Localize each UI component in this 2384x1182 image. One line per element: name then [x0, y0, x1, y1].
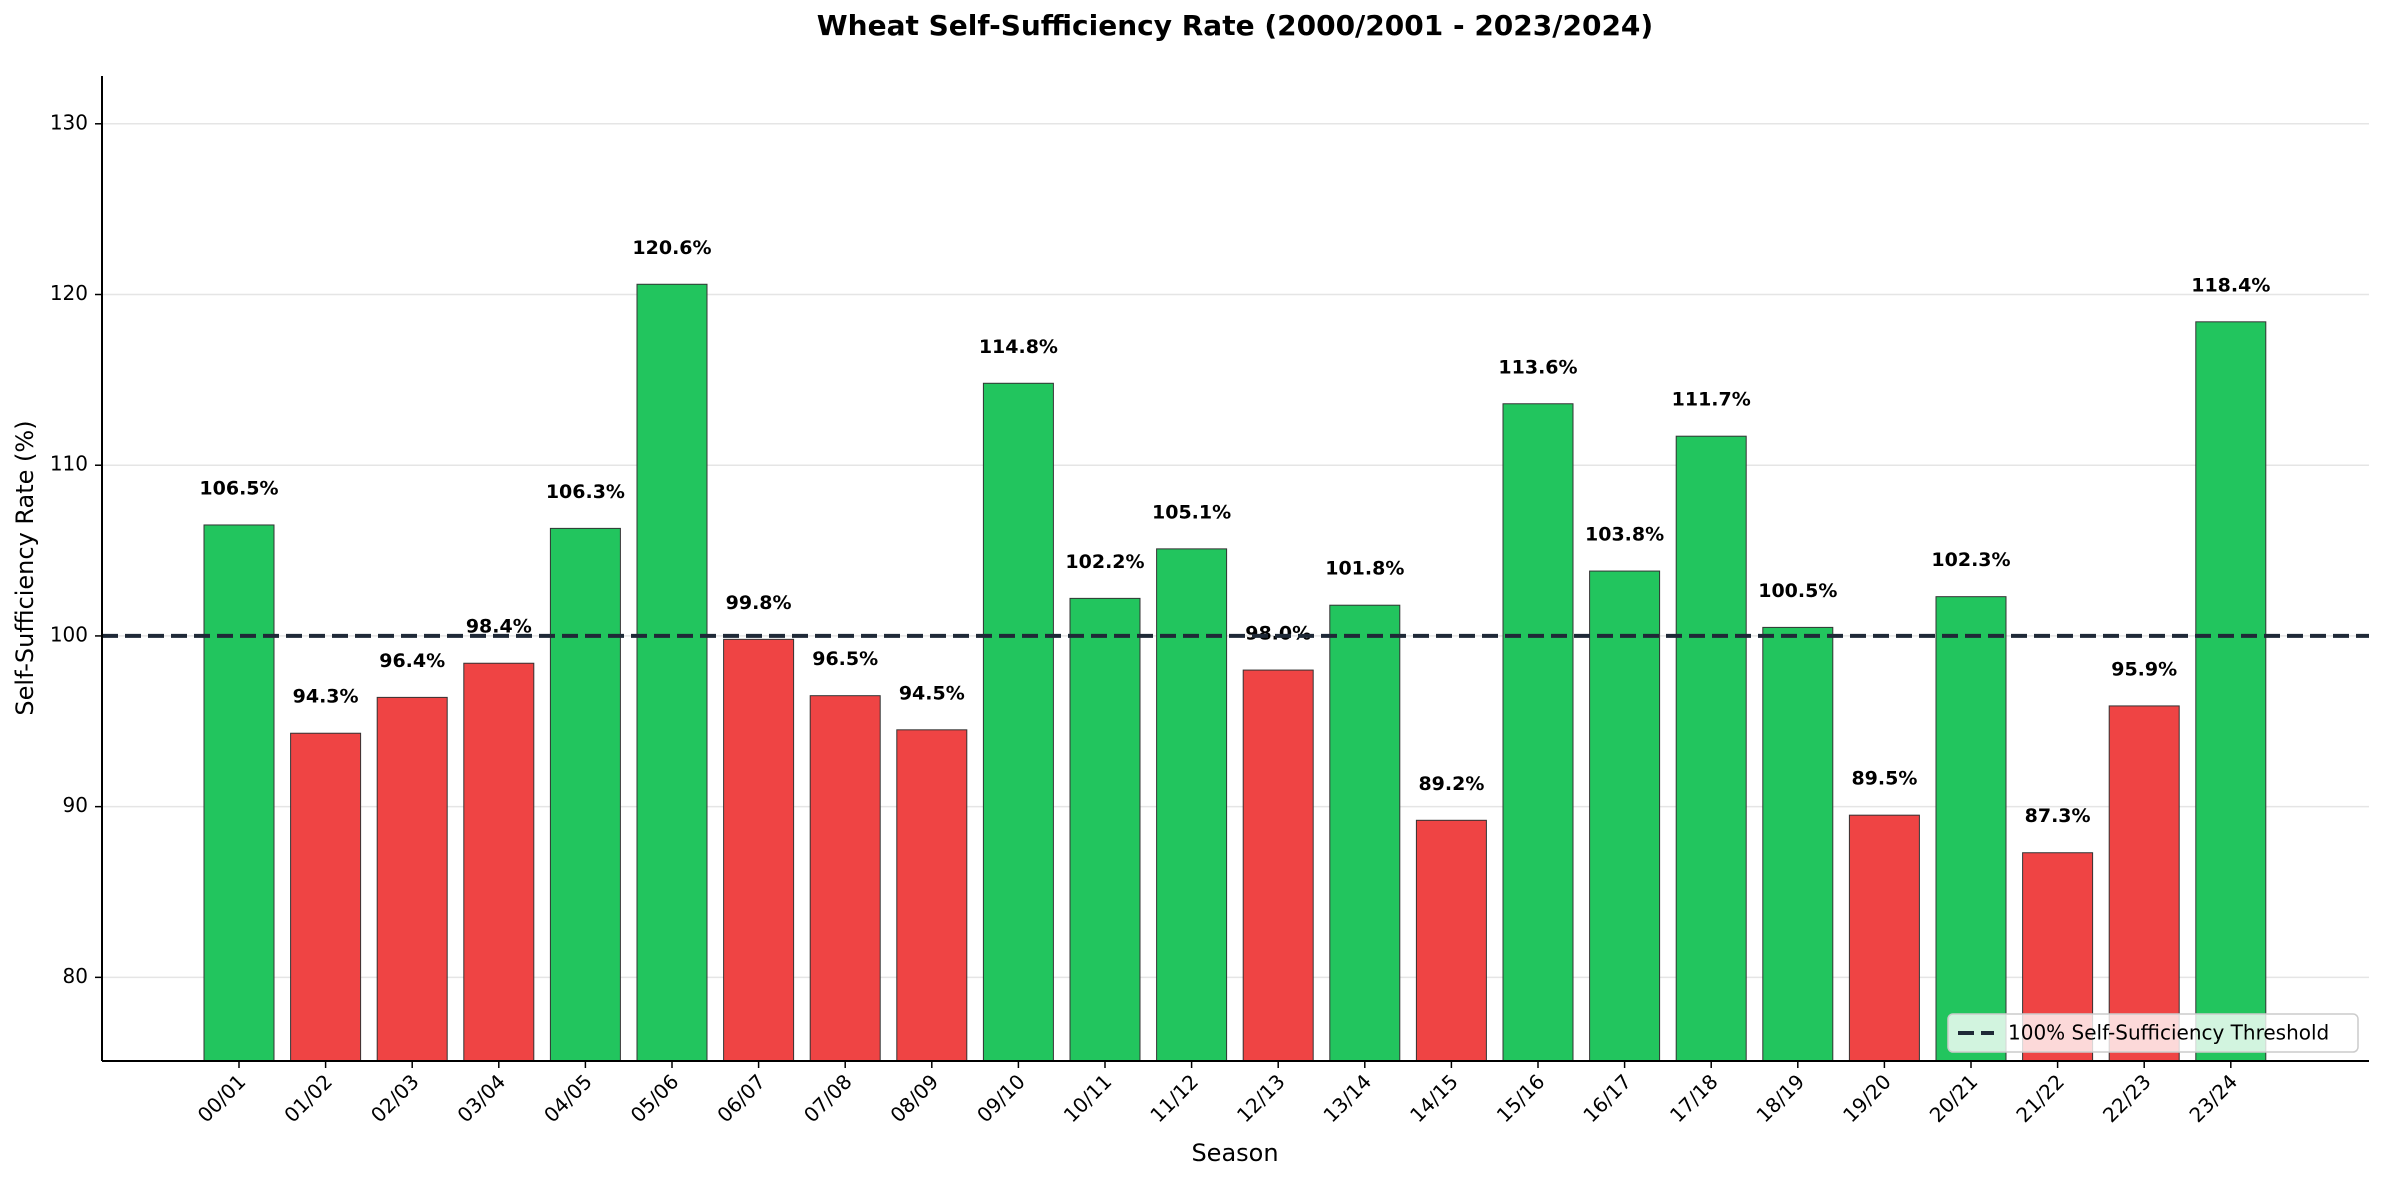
x-tick-label: 08/09 [885, 1069, 943, 1127]
x-tick-label: 04/05 [539, 1069, 597, 1127]
x-tick-label: 19/20 [1838, 1069, 1896, 1127]
x-tick-label: 00/01 [193, 1069, 251, 1127]
y-tick-label: 110 [50, 452, 88, 476]
bar [1069, 597, 1141, 1062]
bar [1329, 604, 1401, 1062]
x-tick-label: 11/12 [1145, 1069, 1203, 1127]
value-label: 94.5% [899, 682, 965, 704]
y-tick-label: 90 [63, 793, 88, 817]
x-tick-label: 20/21 [1925, 1069, 1983, 1127]
value-label: 87.3% [2025, 805, 2091, 827]
x-tick-label: 18/19 [1751, 1069, 1809, 1127]
bar [896, 729, 968, 1062]
value-label: 114.8% [979, 336, 1058, 358]
y-tick-label: 100 [50, 622, 88, 646]
bar [1156, 548, 1228, 1062]
value-label: 96.4% [379, 650, 445, 672]
value-label: 99.8% [726, 592, 792, 614]
bar [549, 527, 621, 1062]
y-tick-label: 80 [63, 964, 88, 988]
value-label: 89.5% [1851, 768, 1917, 790]
bar [1415, 819, 1487, 1062]
bar [1502, 403, 1574, 1062]
bar [1589, 570, 1661, 1062]
value-label: 89.2% [1418, 773, 1484, 795]
value-label: 94.3% [293, 686, 359, 708]
value-label: 98.4% [466, 616, 532, 638]
value-label: 98.0% [1245, 623, 1311, 645]
legend: 100% Self-Sufficiency Threshold [1947, 1013, 2359, 1053]
bar [1675, 435, 1747, 1062]
value-label: 101.8% [1325, 558, 1404, 580]
bar [463, 662, 535, 1062]
value-label: 100.5% [1758, 580, 1837, 602]
legend-label: 100% Self-Sufficiency Threshold [2008, 1021, 2329, 1045]
y-tick-label: 120 [50, 281, 88, 305]
bar [376, 696, 448, 1062]
bar [1762, 626, 1834, 1062]
bar [1242, 669, 1314, 1062]
x-tick-label: 01/02 [279, 1069, 337, 1127]
x-tick-label: 17/18 [1665, 1069, 1723, 1127]
x-tick-label: 10/11 [1059, 1069, 1117, 1127]
value-label: 105.1% [1152, 501, 1231, 523]
x-tick-label: 07/08 [799, 1069, 857, 1127]
y-axis-label: Self-Sufficiency Rate (%) [11, 420, 39, 715]
bar [2195, 321, 2267, 1062]
x-tick-label: 06/07 [712, 1069, 770, 1127]
x-tick-label: 15/16 [1492, 1069, 1550, 1127]
value-label: 95.9% [2111, 658, 2177, 680]
x-tick-label: 14/15 [1405, 1069, 1463, 1127]
bar [982, 382, 1054, 1062]
bar [723, 638, 795, 1062]
value-label: 96.5% [812, 648, 878, 670]
value-label: 106.3% [546, 481, 625, 503]
x-tick-label: 22/23 [2098, 1069, 2156, 1127]
bar [1935, 596, 2007, 1062]
x-tick-label: 02/03 [366, 1069, 424, 1127]
value-label: 118.4% [2191, 274, 2270, 296]
chart-title: Wheat Self-Sufficiency Rate (2000/2001 -… [817, 9, 1653, 42]
x-tick-label: 21/22 [2011, 1069, 2069, 1127]
y-tick-label: 130 [50, 110, 88, 134]
value-label: 111.7% [1672, 389, 1751, 411]
bar [636, 283, 708, 1062]
x-tick-label: 09/10 [972, 1069, 1030, 1127]
x-axis-label: Season [1191, 1139, 1278, 1167]
value-label: 103.8% [1585, 524, 1664, 546]
x-tick-label: 23/24 [2184, 1069, 2242, 1127]
value-label: 113.6% [1498, 356, 1577, 378]
x-tick-label: 16/17 [1578, 1069, 1636, 1127]
value-label: 102.2% [1065, 551, 1144, 573]
bar [1848, 814, 1920, 1062]
value-label: 106.5% [199, 477, 278, 499]
x-tick-label: 13/14 [1318, 1069, 1376, 1127]
legend-frame [1947, 1013, 2359, 1053]
bar [290, 732, 362, 1062]
x-tick-label: 03/04 [452, 1069, 510, 1127]
x-tick-label: 05/06 [626, 1069, 684, 1127]
bar [203, 524, 275, 1062]
x-tick-label: 12/13 [1232, 1069, 1290, 1127]
value-label: 120.6% [632, 237, 711, 259]
bar [2108, 705, 2180, 1062]
bar [809, 695, 881, 1062]
value-label: 102.3% [1931, 549, 2010, 571]
